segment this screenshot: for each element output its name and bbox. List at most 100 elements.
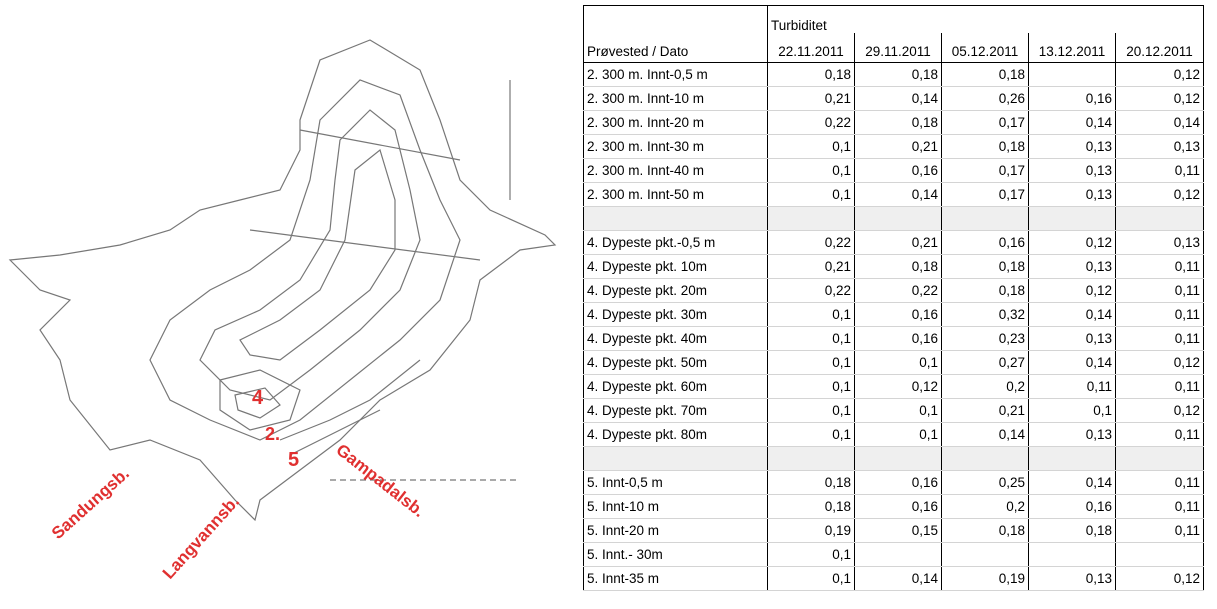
value-cell: 0,16	[854, 470, 942, 495]
value-cell: 0,2	[941, 494, 1029, 519]
data-row: 4. Dypeste pkt. 20m 0,22 0,22 0,18 0,12 0,11	[583, 278, 1204, 303]
empty-cell	[1115, 446, 1204, 471]
value-cell: 0,12	[1115, 398, 1204, 423]
data-row: 4. Dypeste pkt. 30m 0,1 0,16 0,32 0,14 0,11	[583, 302, 1204, 327]
value-cell: 0,1	[767, 302, 855, 327]
value-cell: 0,12	[1115, 566, 1204, 591]
value-cell: 0,1	[767, 158, 855, 183]
value-cell: 0,11	[1115, 254, 1204, 279]
value-cell: 0,21	[767, 254, 855, 279]
map-outline	[8, 39, 557, 522]
date-header: 29.11.2011	[854, 32, 942, 63]
value-cell: 0,11	[1115, 422, 1204, 447]
row-label: 4. Dypeste pkt. 50m	[583, 350, 768, 375]
row-label: 5. Innt-0,5 m	[583, 470, 768, 495]
value-cell: 0,14	[941, 422, 1029, 447]
value-cell: 0,11	[1115, 470, 1204, 495]
value-cell: 0,1	[854, 398, 942, 423]
value-cell: 0,1	[854, 350, 942, 375]
value-cell: 0,23	[941, 326, 1029, 351]
value-cell: 0,14	[854, 86, 942, 111]
date-header: 20.12.2011	[1115, 32, 1204, 63]
value-cell: 0,11	[1028, 374, 1116, 399]
value-cell: 0,12	[1115, 62, 1204, 87]
value-cell: 0,1	[854, 422, 942, 447]
empty-cell	[1115, 206, 1204, 231]
value-cell: 0,18	[767, 470, 855, 495]
value-cell: 0,16	[1028, 86, 1116, 111]
value-cell: 0,1	[767, 542, 855, 567]
value-cell: 0,13	[1028, 182, 1116, 207]
value-cell: 0,18	[854, 62, 942, 87]
value-cell: 0,17	[941, 110, 1029, 135]
value-cell: 0,1	[767, 398, 855, 423]
value-cell: 0,12	[1115, 350, 1204, 375]
empty-cell	[583, 206, 768, 231]
value-cell: 0,12	[1028, 278, 1116, 303]
value-cell: 0,16	[1028, 494, 1116, 519]
value-cell: 0,16	[854, 158, 942, 183]
value-cell: 0,17	[941, 158, 1029, 183]
data-row: 5. Innt-20 m 0,19 0,15 0,18 0,18 0,11	[583, 518, 1204, 543]
value-cell: 0,11	[1115, 374, 1204, 399]
turbidity-table: Turbiditet Prøvested / Dato 22.11.2011 29.1…	[583, 5, 1204, 591]
value-cell: 0,18	[941, 278, 1029, 303]
value-cell: 0,17	[941, 182, 1029, 207]
data-row: 4. Dypeste pkt. 50m 0,1 0,1 0,27 0,14 0,12	[583, 350, 1204, 375]
data-row: 4. Dypeste pkt. 70m 0,1 0,1 0,21 0,1 0,12	[583, 398, 1204, 423]
empty-cell	[941, 206, 1029, 231]
value-cell: 0,1	[767, 326, 855, 351]
value-cell: 0,14	[1028, 110, 1116, 135]
value-cell: 0,14	[854, 566, 942, 591]
row-label: 2. 300 m. Innt-30 m	[583, 134, 768, 159]
value-cell: 0,1	[767, 566, 855, 591]
row-label: 4. Dypeste pkt. 80m	[583, 422, 768, 447]
row-label: 5. Innt-10 m	[583, 494, 768, 519]
data-row: 4. Dypeste pkt. 10m 0,21 0,18 0,18 0,13 0,11	[583, 254, 1204, 279]
site-label: 4	[252, 387, 264, 409]
value-cell: 0,1	[767, 134, 855, 159]
value-cell: 0,21	[854, 134, 942, 159]
value-cell: 0,19	[767, 518, 855, 543]
empty-cell	[941, 542, 1029, 567]
value-cell: 0,11	[1115, 494, 1204, 519]
value-cell: 0,18	[1028, 518, 1116, 543]
data-row: 2. 300 m. Innt-40 m 0,1 0,16 0,17 0,13 0,11	[583, 158, 1204, 183]
caption-cell: Turbiditet	[767, 5, 1204, 33]
value-cell: 0,18	[767, 62, 855, 87]
data-row: 2. 300 m. Innt-0,5 m 0,18 0,18 0,18 0,12	[583, 62, 1204, 87]
row-label: 2. 300 m. Innt-0,5 m	[583, 62, 768, 87]
value-cell: 0,13	[1028, 254, 1116, 279]
value-cell: 0,18	[941, 254, 1029, 279]
empty-cell	[1028, 542, 1116, 567]
data-row: 5. Innt.- 30m 0,1	[583, 542, 1204, 567]
separator-row	[583, 446, 1204, 471]
row-label: 4. Dypeste pkt. 10m	[583, 254, 768, 279]
data-row: 4. Dypeste pkt.-0,5 m 0,22 0,21 0,16 0,12 0,1…	[583, 230, 1204, 255]
value-cell: 0,19	[941, 566, 1029, 591]
value-cell: 0,21	[854, 230, 942, 255]
data-row: 2. 300 m. Innt-10 m 0,21 0,14 0,26 0,16 0,12	[583, 86, 1204, 111]
value-cell: 0,22	[767, 110, 855, 135]
empty-cell	[1028, 62, 1116, 87]
empty-cell	[854, 542, 942, 567]
separator-row	[583, 206, 1204, 231]
value-cell: 0,22	[854, 278, 942, 303]
row-label: 4. Dypeste pkt. 70m	[583, 398, 768, 423]
row-label: 4. Dypeste pkt.-0,5 m	[583, 230, 768, 255]
value-cell: 0,18	[854, 254, 942, 279]
empty-cell	[854, 446, 942, 471]
value-cell: 0,1	[767, 422, 855, 447]
value-cell: 0,18	[854, 110, 942, 135]
value-cell: 0,12	[1028, 230, 1116, 255]
value-cell: 0,11	[1115, 278, 1204, 303]
value-cell: 0,26	[941, 86, 1029, 111]
value-cell: 0,14	[1115, 110, 1204, 135]
empty-cell	[1028, 446, 1116, 471]
value-cell: 0,13	[1115, 230, 1204, 255]
empty-cell	[941, 446, 1029, 471]
value-cell: 0,21	[941, 398, 1029, 423]
empty-cell	[1115, 542, 1204, 567]
corner-label: Prøvested / Dato	[583, 32, 768, 63]
site-label: 2.	[265, 424, 280, 444]
